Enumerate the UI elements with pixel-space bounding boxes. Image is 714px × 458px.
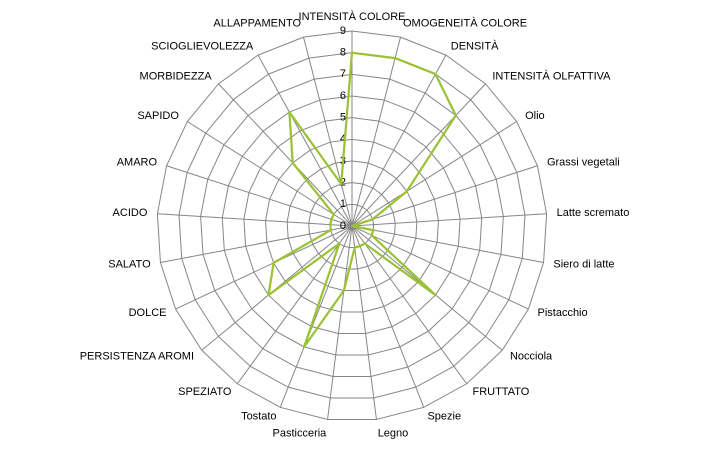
category-label: Latte scremato bbox=[557, 207, 630, 219]
spoke bbox=[279, 225, 353, 408]
spoke bbox=[351, 225, 529, 310]
category-label: ALLAPPAMENTO bbox=[213, 17, 301, 29]
data-line bbox=[267, 51, 457, 349]
category-label: Nocciola bbox=[510, 351, 553, 363]
spoke bbox=[351, 225, 468, 385]
spoke bbox=[160, 225, 353, 264]
category-label: FRUTTATO bbox=[472, 386, 529, 398]
grid-ring bbox=[200, 73, 504, 377]
spoke bbox=[166, 165, 353, 227]
grid-ring bbox=[156, 30, 548, 420]
category-label: Pistacchio bbox=[537, 307, 587, 319]
spoke bbox=[187, 121, 353, 227]
axis-tick-label: 8 bbox=[340, 47, 346, 59]
category-label: OMOGENEITÀ COLORE bbox=[403, 16, 527, 29]
spoke bbox=[351, 225, 377, 420]
category-label: PERSISTENZA AROMI bbox=[80, 351, 194, 363]
category-label: SPEZIATO bbox=[178, 386, 232, 398]
category-label: Legno bbox=[378, 427, 409, 439]
axis-tick-label: 5 bbox=[340, 112, 346, 124]
axis-tick-label: 1 bbox=[340, 198, 346, 210]
axis-tick-label: 9 bbox=[340, 25, 346, 37]
category-label: INTENSITÀ OLFATTIVA bbox=[492, 69, 611, 82]
axis-tick-label: 2 bbox=[340, 177, 346, 189]
category-label: ACIDO bbox=[113, 207, 148, 219]
axis-tick-label: 7 bbox=[340, 68, 346, 80]
spoke bbox=[257, 54, 353, 227]
category-label: DENSITÀ bbox=[451, 39, 499, 52]
spoke bbox=[236, 225, 353, 385]
category-label: Pasticceria bbox=[273, 427, 328, 439]
axis-tick-label: 0 bbox=[340, 220, 346, 232]
spoke bbox=[175, 225, 353, 310]
spoke bbox=[303, 37, 353, 227]
axis-tick-label: 6 bbox=[340, 90, 346, 102]
grid-ring bbox=[221, 95, 483, 356]
category-label: Olio bbox=[525, 110, 545, 122]
spoke bbox=[157, 213, 353, 227]
category-label: INTENSITÀ COLORE bbox=[299, 10, 406, 23]
category-label: Grassi vegetali bbox=[547, 157, 620, 169]
spoke bbox=[351, 54, 447, 227]
spoke bbox=[351, 83, 486, 227]
spoke bbox=[351, 121, 517, 227]
category-label: SALATO bbox=[108, 258, 151, 270]
axis-tick-label: 4 bbox=[340, 133, 346, 145]
spoke bbox=[327, 225, 353, 420]
grid-ring bbox=[286, 160, 418, 291]
spoke bbox=[351, 213, 547, 227]
category-label: AMARO bbox=[117, 157, 158, 169]
category-label: Siero di latte bbox=[553, 258, 614, 270]
spoke bbox=[351, 37, 401, 227]
spoke bbox=[351, 225, 425, 408]
spoke bbox=[218, 83, 353, 227]
spoke bbox=[351, 225, 544, 264]
category-label: Spezie bbox=[427, 411, 461, 423]
spoke bbox=[351, 165, 538, 227]
category-label: Tostato bbox=[241, 411, 276, 423]
category-label: MORBIDEZZA bbox=[140, 70, 213, 82]
category-label: DOLCE bbox=[129, 307, 167, 319]
category-label: SAPIDO bbox=[137, 110, 179, 122]
grid-ring bbox=[265, 138, 439, 313]
grid-ring bbox=[178, 52, 526, 399]
category-label: SCIOGLIEVOLEZZA bbox=[151, 40, 254, 52]
grid-ring bbox=[243, 117, 461, 334]
